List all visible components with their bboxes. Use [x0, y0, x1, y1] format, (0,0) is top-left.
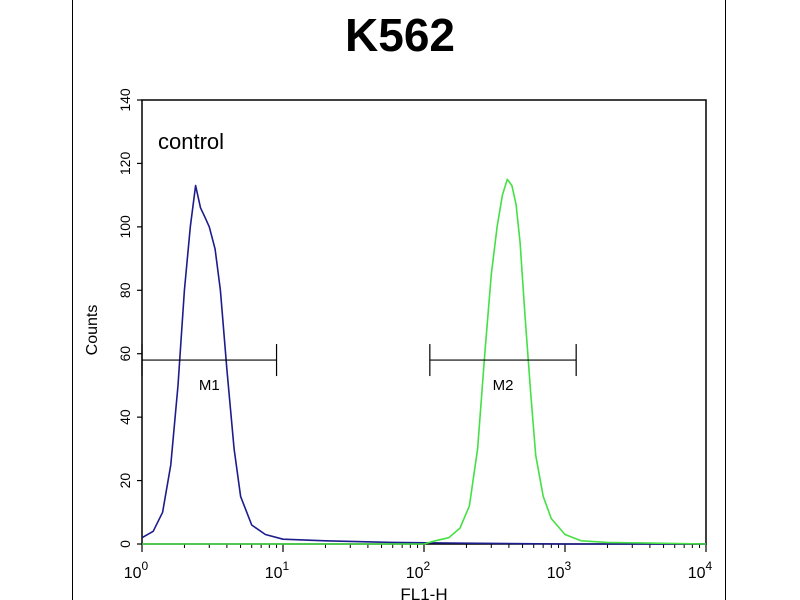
y-tick-label: 140 — [117, 88, 133, 112]
x-tick-label: 100 — [124, 559, 149, 582]
x-tick-label: 101 — [265, 559, 290, 582]
y-tick-label: 0 — [117, 540, 133, 548]
histogram-series-2 — [142, 178, 707, 545]
plot-area-border — [141, 99, 707, 545]
markers-layer: M1 M2 — [141, 344, 577, 394]
y-tick-label: 120 — [117, 152, 133, 176]
x-tick-label: 104 — [688, 559, 713, 582]
y-tick-label: 40 — [117, 409, 133, 425]
y-tick-label: 20 — [117, 473, 133, 489]
marker-label-m1: M1 — [199, 377, 220, 394]
histogram-series-1 — [141, 184, 706, 545]
y-axis-label: Counts — [84, 305, 101, 356]
chart-title: K562 — [345, 9, 455, 61]
chart-frame — [72, 0, 726, 600]
series-layer — [141, 178, 707, 545]
x-axis-label: FL1-H — [400, 585, 447, 600]
marker-label-m2: M2 — [493, 377, 514, 394]
y-tick-label: 80 — [117, 282, 133, 298]
control-annotation: control — [158, 129, 224, 154]
y-tick-label: 60 — [117, 346, 133, 362]
x-tick-label: 103 — [547, 559, 572, 582]
axes: 0 20 40 60 80 100 120 140 100 101 102 103 104 — [117, 88, 713, 582]
y-tick-label: 100 — [117, 215, 133, 239]
x-tick-label: 102 — [406, 559, 431, 582]
